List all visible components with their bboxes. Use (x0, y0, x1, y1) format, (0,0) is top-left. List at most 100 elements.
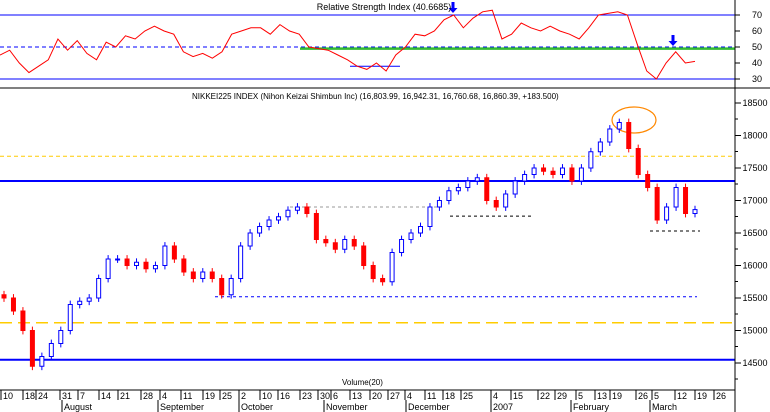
price-tick-label: 18500 (742, 98, 767, 108)
date-axis: 10 18 24 31 7 14 21 28 4 11 19 25 2 10 16 23 30 6 13 20 27 4 1… (0, 390, 726, 412)
candle-body (190, 271, 196, 279)
candle-body (616, 122, 622, 130)
candle-body (436, 200, 442, 208)
month-label: 2007 (493, 402, 513, 412)
candle-body (266, 219, 272, 227)
candle-body (276, 216, 282, 221)
rsi-tick-label: 40 (752, 58, 762, 68)
date-label: 27 (390, 391, 400, 401)
candle-body (20, 310, 26, 331)
rsi-tick-label: 50 (752, 42, 762, 52)
date-label: 25 (222, 391, 232, 401)
candle-body (152, 265, 158, 270)
candle-body (323, 239, 329, 244)
price-title: NIKKEI225 INDEX (Nihon Keizai Shimbun In… (192, 92, 559, 101)
date-label: 19 (205, 391, 215, 401)
candle-body (238, 245, 244, 279)
candle-body (465, 180, 471, 188)
candle-body (427, 206, 433, 227)
rsi-tick-label: 70 (752, 10, 762, 20)
candle-body (512, 180, 518, 195)
date-label: 4 (162, 391, 167, 401)
date-label: 16 (280, 391, 290, 401)
candle-body (105, 258, 111, 279)
candle-body (134, 261, 140, 266)
price-tick-label: 15000 (742, 326, 767, 336)
date-label: 24 (38, 391, 48, 401)
candle-body (654, 187, 660, 221)
candle-body (285, 209, 291, 218)
candle-body (294, 206, 300, 211)
candle-body (569, 167, 575, 182)
candle-body (96, 278, 102, 299)
month-label: October (241, 402, 273, 412)
candle-body (181, 258, 187, 273)
candle-body (39, 356, 45, 367)
price-tick-label: 16500 (742, 228, 767, 238)
candle-body (399, 239, 405, 253)
candle-body (626, 122, 632, 149)
candle-body (645, 174, 651, 188)
date-label: 26 (716, 391, 726, 401)
candle-body (58, 330, 64, 344)
candle-body (29, 330, 35, 367)
month-label: September (160, 402, 204, 412)
candle-body (370, 265, 376, 279)
candle-body (522, 174, 528, 182)
date-label: 2 (241, 391, 246, 401)
date-label: 30 (320, 391, 330, 401)
candle-body (115, 258, 121, 261)
candle-body (124, 258, 130, 266)
date-label: 28 (143, 391, 153, 401)
candle-body (200, 271, 206, 279)
candle-body (531, 167, 537, 175)
candle-body (1, 294, 7, 299)
candle-body (455, 187, 461, 192)
candle-body (304, 206, 310, 214)
volume-label: Volume(20) (342, 378, 383, 387)
candle-body (683, 187, 689, 214)
candle-body (673, 187, 679, 208)
date-label: 19 (697, 391, 707, 401)
date-label: 18 (25, 391, 35, 401)
candle-body (171, 245, 177, 260)
candle-body (86, 297, 92, 302)
candle-body (607, 128, 613, 143)
candle-body (474, 177, 480, 182)
candle-body (446, 190, 452, 201)
candle-body (361, 245, 367, 266)
rsi-line (0, 9, 696, 80)
candle-body (578, 167, 584, 182)
date-label: 22 (540, 391, 550, 401)
candle-body (597, 141, 603, 153)
date-label: 5 (578, 391, 583, 401)
date-label: 4 (493, 391, 498, 401)
date-label: 20 (372, 391, 382, 401)
month-label: December (408, 402, 450, 412)
candle-body (48, 343, 54, 357)
date-label: 26 (638, 391, 648, 401)
date-label: 10 (262, 391, 272, 401)
candle-body (209, 271, 215, 279)
candle-body (503, 193, 509, 208)
rsi-panel: 70 60 50 40 30 (0, 2, 762, 84)
date-label: 4 (407, 391, 412, 401)
candle-body (559, 167, 565, 175)
candle-body (219, 278, 225, 296)
rsi-tick-label: 60 (752, 26, 762, 36)
date-label: 7 (80, 391, 85, 401)
candle-body (417, 226, 423, 234)
price-tick-label: 17000 (742, 196, 767, 206)
date-label: 11 (183, 391, 192, 401)
date-label: 19 (612, 391, 622, 401)
price-tick-label: 15500 (742, 293, 767, 303)
candle-body (10, 297, 16, 312)
date-label: 10 (3, 391, 13, 401)
rsi-title: Relative Strength Index (40.6685) (317, 2, 452, 12)
date-label: 23 (302, 391, 312, 401)
candle-body (257, 226, 263, 234)
candle-body (332, 242, 338, 250)
candle-body (247, 232, 253, 247)
down-arrow-icon (448, 2, 458, 13)
